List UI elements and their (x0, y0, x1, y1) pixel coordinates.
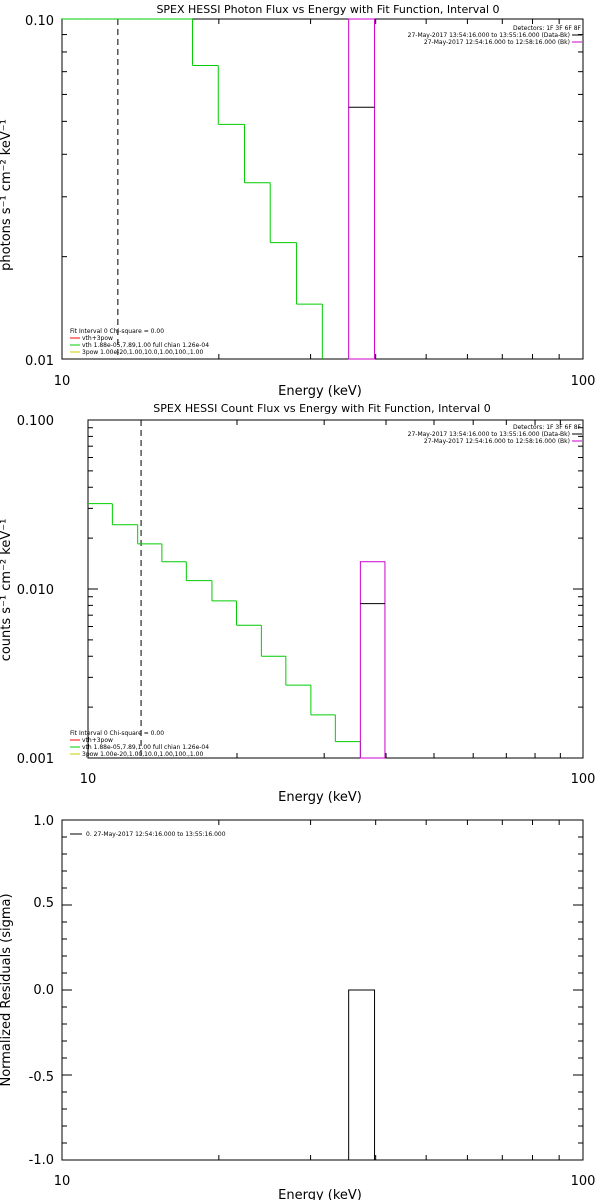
residuals-y-axis-label: Normalized Residuals (sigma) (0, 893, 14, 1086)
residuals-x-axis-label: Energy (keV) (278, 1188, 362, 1200)
count-legend-entry: 27-May-2017 13:54:16.000 to 13:55:16.000… (408, 431, 570, 438)
count-fit-legend-entry: Fit Interval 0 Chi-square = 0.00 (70, 730, 164, 737)
photon-legend-entry: 27-May-2017 12:54:16.000 to 12:58:16.000… (424, 39, 570, 46)
count-y-tick-label: 0.100 (17, 414, 54, 429)
count-x-tick-label: 100 (571, 772, 596, 787)
count-fit-legend-entry: vth+3pow (82, 737, 113, 744)
photon-chart-title: SPEX HESSI Photon Flux vs Energy with Fi… (156, 3, 499, 16)
count-y-tick-label: 0.010 (17, 583, 54, 598)
count-x-tick-label: 10 (80, 772, 97, 787)
residual-bin (348, 989, 376, 1161)
photon-y-tick-label: 0.10 (25, 14, 54, 29)
count-fit-legend-entry: 3pow 1.00e-20,1.00,10.0,1.00,100.,1.00 (82, 751, 203, 758)
residuals-y-tick-label: 1.0 (33, 814, 54, 829)
residuals-y-tick-label: 0.5 (33, 896, 54, 911)
photon-detectors-label: Detectors: 1F 3F 6F 8F (513, 25, 582, 32)
plot-frame (61, 819, 584, 1161)
count-y-axis-label: counts s⁻¹ cm⁻² keV⁻¹ (0, 519, 14, 662)
residuals-y-tick-label: -1.0 (29, 1153, 54, 1168)
photon-fit-legend-entry: Fit Interval 0 Chi-square = 0.00 (70, 328, 164, 335)
background-bin (348, 18, 376, 360)
count-flux-panel: SPEX HESSI Count Flux vs Energy with Fit… (0, 402, 595, 805)
photon-y-axis-label: photons s⁻¹ cm⁻² keV⁻¹ (0, 119, 14, 271)
photon-x-axis-label: Energy (keV) (278, 384, 362, 399)
residuals-x-tick-label: 10 (54, 1174, 71, 1189)
count-detectors-label: Detectors: 1F 3F 6F 8F (513, 424, 582, 431)
count-y-tick-label: 0.001 (17, 752, 54, 767)
photon-fit-legend-entry: 3pow 1.00e-20,1.00,10.0,1.00,100.,1.00 (82, 349, 203, 356)
photon-fit-legend-entry: vth 1.88e-05,7.89,1.00 full chian 1.26e-… (82, 342, 209, 349)
count-chart-title: SPEX HESSI Count Flux vs Energy with Fit… (153, 402, 490, 415)
photon-x-tick-label: 100 (571, 374, 596, 389)
count-fit-legend-entry: vth 1.88e-05,7.89,1.00 full chian 1.26e-… (82, 744, 209, 751)
photon-x-tick-label: 10 (54, 374, 71, 389)
photon-fit-legend-entry: vth+3pow (82, 335, 113, 342)
residuals-x-tick-label: 100 (571, 1174, 596, 1189)
count-legend-entry: 27-May-2017 12:54:16.000 to 12:58:16.000… (424, 438, 570, 445)
residuals-legend-entry: 0. 27-May-2017 12:54:16.000 to 13:55:16.… (86, 831, 226, 838)
residuals-y-tick-label: -0.5 (29, 1070, 54, 1085)
background-bin (359, 561, 386, 759)
count-x-axis-label: Energy (keV) (278, 790, 362, 805)
photon-legend-entry: 27-May-2017 13:54:16.000 to 13:55:16.000… (408, 32, 570, 39)
plot-frame (87, 419, 584, 759)
photon-y-tick-label: 0.01 (25, 354, 54, 369)
photon-flux-panel: SPEX HESSI Photon Flux vs Energy with Fi… (0, 3, 595, 399)
residuals-panel: Normalized Residuals (sigma) Energy (keV… (0, 814, 595, 1200)
residuals-y-tick-label: 0.0 (33, 983, 54, 998)
